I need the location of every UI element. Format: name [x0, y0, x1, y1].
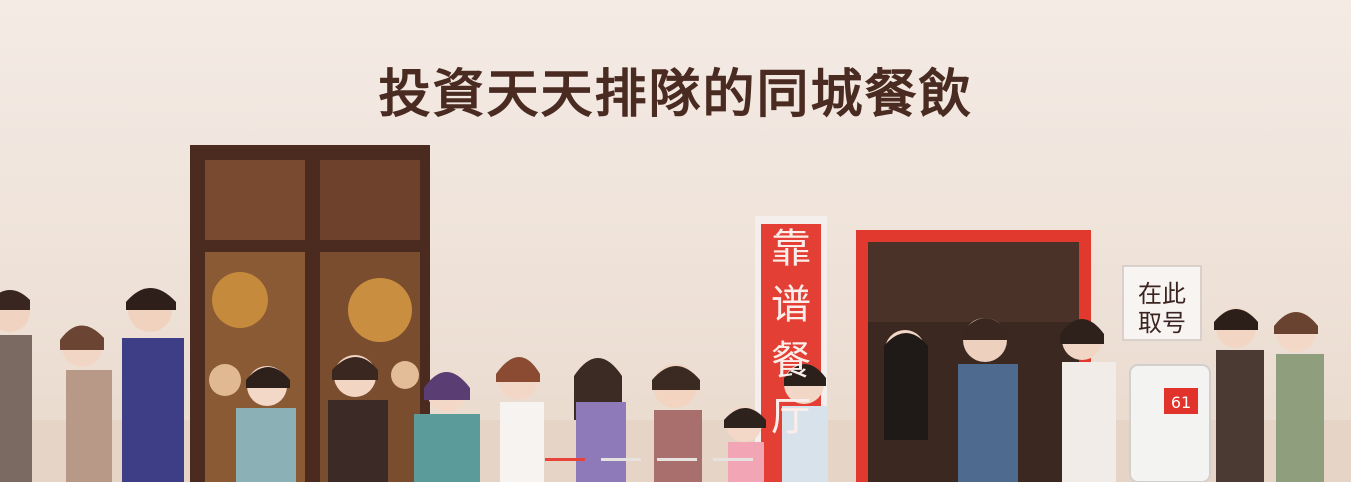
ticket-machine — [1129, 364, 1211, 482]
banner-title: 投資天天排隊的同城餐飲 — [378, 64, 973, 125]
restaurant-window — [190, 145, 430, 482]
red-sign-char: 靠 — [771, 226, 811, 272]
carousel-dot-3[interactable] — [657, 458, 697, 461]
carousel-dot-2[interactable] — [601, 458, 641, 461]
carousel-dot-4[interactable] — [713, 458, 753, 461]
ticket-sign — [1122, 265, 1202, 341]
carousel-indicators — [545, 458, 769, 461]
ticket-sign-line2: 取号 — [1138, 309, 1186, 337]
ticket-sign-line1: 在此 — [1138, 280, 1186, 308]
red-sign-char: 谱 — [771, 282, 811, 328]
queue-people — [0, 288, 1324, 482]
red-sign-char: 厅 — [771, 394, 811, 440]
carousel-dot-1[interactable] — [545, 458, 585, 461]
red-sign-char: 餐 — [771, 338, 811, 384]
ticket-number: 61 — [1171, 393, 1191, 412]
